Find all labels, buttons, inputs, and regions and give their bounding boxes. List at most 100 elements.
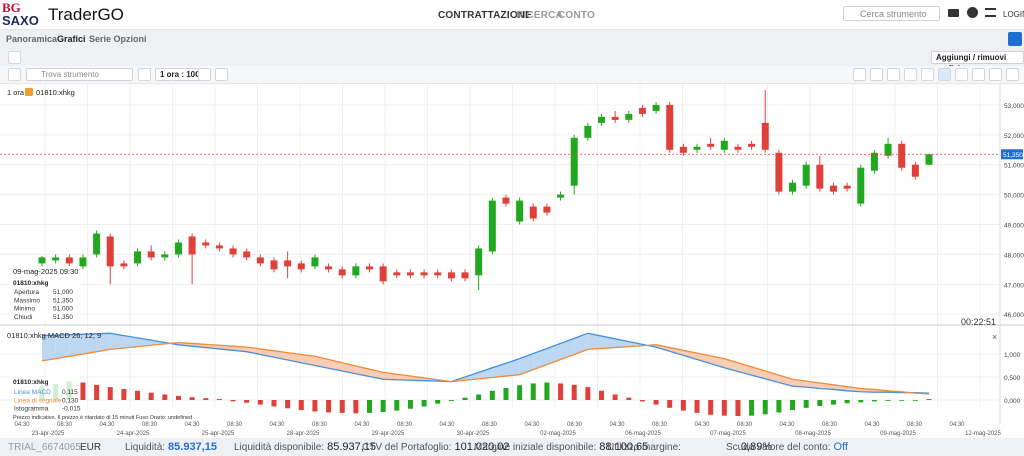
tool-button[interactable] xyxy=(921,68,934,81)
signal-line xyxy=(41,341,930,395)
candle-body xyxy=(816,164,824,189)
x-date-label: 08-mag-2025 xyxy=(795,431,831,437)
histogram-bar xyxy=(244,400,250,403)
candle-body xyxy=(829,185,837,192)
footer-value: 0,89% xyxy=(740,441,773,453)
macd-tick-label: 0,000 xyxy=(1004,398,1021,405)
candle-body xyxy=(502,197,510,204)
footer-value: 85.937,15 xyxy=(327,441,377,453)
macd-line xyxy=(41,332,930,394)
x-date-label: 02-mag-2025 xyxy=(540,431,576,437)
macd-fill xyxy=(42,335,56,361)
legend-value: 51,000 xyxy=(53,306,73,313)
footer-item: Liquidità disponibile: 85.937,15 xyxy=(234,441,376,453)
candle-body xyxy=(475,248,483,276)
add-remove-button[interactable]: Aggiungi / rimuovi grafici xyxy=(931,51,1024,73)
timer: 00:22:51 xyxy=(961,317,996,327)
tool-button[interactable] xyxy=(870,68,883,81)
legend-value: 51,350 xyxy=(53,297,73,304)
histogram-bar xyxy=(175,395,181,400)
candle-body xyxy=(284,260,292,267)
tab[interactable]: Panoramica xyxy=(6,34,58,44)
close-icon[interactable]: × xyxy=(992,332,997,342)
tool-button[interactable] xyxy=(904,68,917,81)
expand-button[interactable] xyxy=(1008,32,1022,46)
footer-item: Liquidità: 85.937,15 xyxy=(125,441,217,453)
tool-button[interactable] xyxy=(887,68,900,81)
histogram-bar xyxy=(271,400,277,407)
candle-body xyxy=(134,251,142,264)
x-time-label: 08:30 xyxy=(312,422,328,428)
footer-item: Utilizzo margine: 0,89% xyxy=(607,441,772,453)
histogram-bar xyxy=(885,400,891,401)
tab[interactable]: Serie Opzioni xyxy=(89,34,147,44)
candle-body xyxy=(529,206,537,219)
add-button[interactable] xyxy=(138,68,151,81)
nav-item[interactable]: CONTO xyxy=(558,10,595,21)
candle-body xyxy=(147,251,155,258)
search-box[interactable]: Cerca strumento xyxy=(843,6,940,21)
histogram-bar xyxy=(817,400,823,406)
candle-body xyxy=(311,257,319,267)
x-time-label: 04:30 xyxy=(99,422,115,428)
footer-label: Liquidità disponibile: xyxy=(234,442,325,453)
footer-label: Margine iniziale disponibile: xyxy=(474,442,597,453)
candle-body xyxy=(120,263,128,267)
candle-body xyxy=(434,272,442,276)
histogram-bar xyxy=(585,387,591,400)
refresh-button[interactable] xyxy=(198,68,211,81)
histogram-bar xyxy=(421,400,427,407)
macd-fill xyxy=(260,348,274,358)
more-button[interactable] xyxy=(215,68,228,81)
tab[interactable]: Grafici xyxy=(57,34,86,44)
menu-icon[interactable] xyxy=(985,8,996,17)
x-time-label: 08:30 xyxy=(482,422,498,428)
tool-button[interactable] xyxy=(938,68,951,81)
histogram-bar xyxy=(189,397,195,400)
nav-item[interactable]: CONTRATTAZIONE xyxy=(438,10,533,21)
candle-body xyxy=(652,104,660,111)
candle-body xyxy=(106,236,114,267)
histogram-bar xyxy=(503,388,509,400)
edit-button[interactable] xyxy=(8,51,21,64)
macd-tick-label: 0,500 xyxy=(1004,375,1021,382)
nav-item[interactable]: RICERCA xyxy=(516,10,563,21)
histogram-bar xyxy=(803,400,809,408)
x-time-label: 04:30 xyxy=(779,422,795,428)
footer-value: Off xyxy=(833,441,848,453)
candle-body xyxy=(256,257,264,264)
macd-fill xyxy=(710,355,725,368)
candle-body xyxy=(393,272,401,276)
candle-body xyxy=(925,154,933,165)
histogram-bar xyxy=(749,400,755,416)
logo-top: BG xyxy=(2,0,21,15)
candle-body xyxy=(857,167,865,204)
macd-fill xyxy=(669,347,684,356)
histogram-bar xyxy=(571,384,577,400)
footer-item: Margine iniziale disponibile: 88.100,65 xyxy=(474,441,648,453)
tool-button[interactable] xyxy=(989,68,1002,81)
mail-icon[interactable] xyxy=(948,9,959,17)
candle-body xyxy=(911,164,919,177)
histogram-bar xyxy=(94,384,100,400)
histogram-bar xyxy=(121,388,127,400)
candle-body xyxy=(775,152,783,192)
last-price-tag xyxy=(1001,149,1023,160)
candle-body xyxy=(379,266,387,282)
link-button[interactable] xyxy=(8,68,21,81)
login[interactable]: LOGIN xyxy=(1003,10,1024,19)
tool-button[interactable] xyxy=(853,68,866,81)
help-icon[interactable] xyxy=(967,7,978,18)
y-tick-label: 53,000 xyxy=(1004,103,1024,110)
tool-button[interactable] xyxy=(955,68,968,81)
settings-button[interactable] xyxy=(1006,68,1019,81)
instrument-search[interactable]: Trova strumento xyxy=(26,68,133,81)
macd-tick-label: 1,000 xyxy=(1004,352,1021,359)
histogram-bar xyxy=(735,400,741,417)
chart-toolbar: Trova strumento 1 ora : 10G xyxy=(0,66,1024,84)
candle-body xyxy=(679,146,687,153)
x-time-label: 08:30 xyxy=(822,422,838,428)
candle-body xyxy=(611,116,619,120)
tool-button[interactable] xyxy=(972,68,985,81)
